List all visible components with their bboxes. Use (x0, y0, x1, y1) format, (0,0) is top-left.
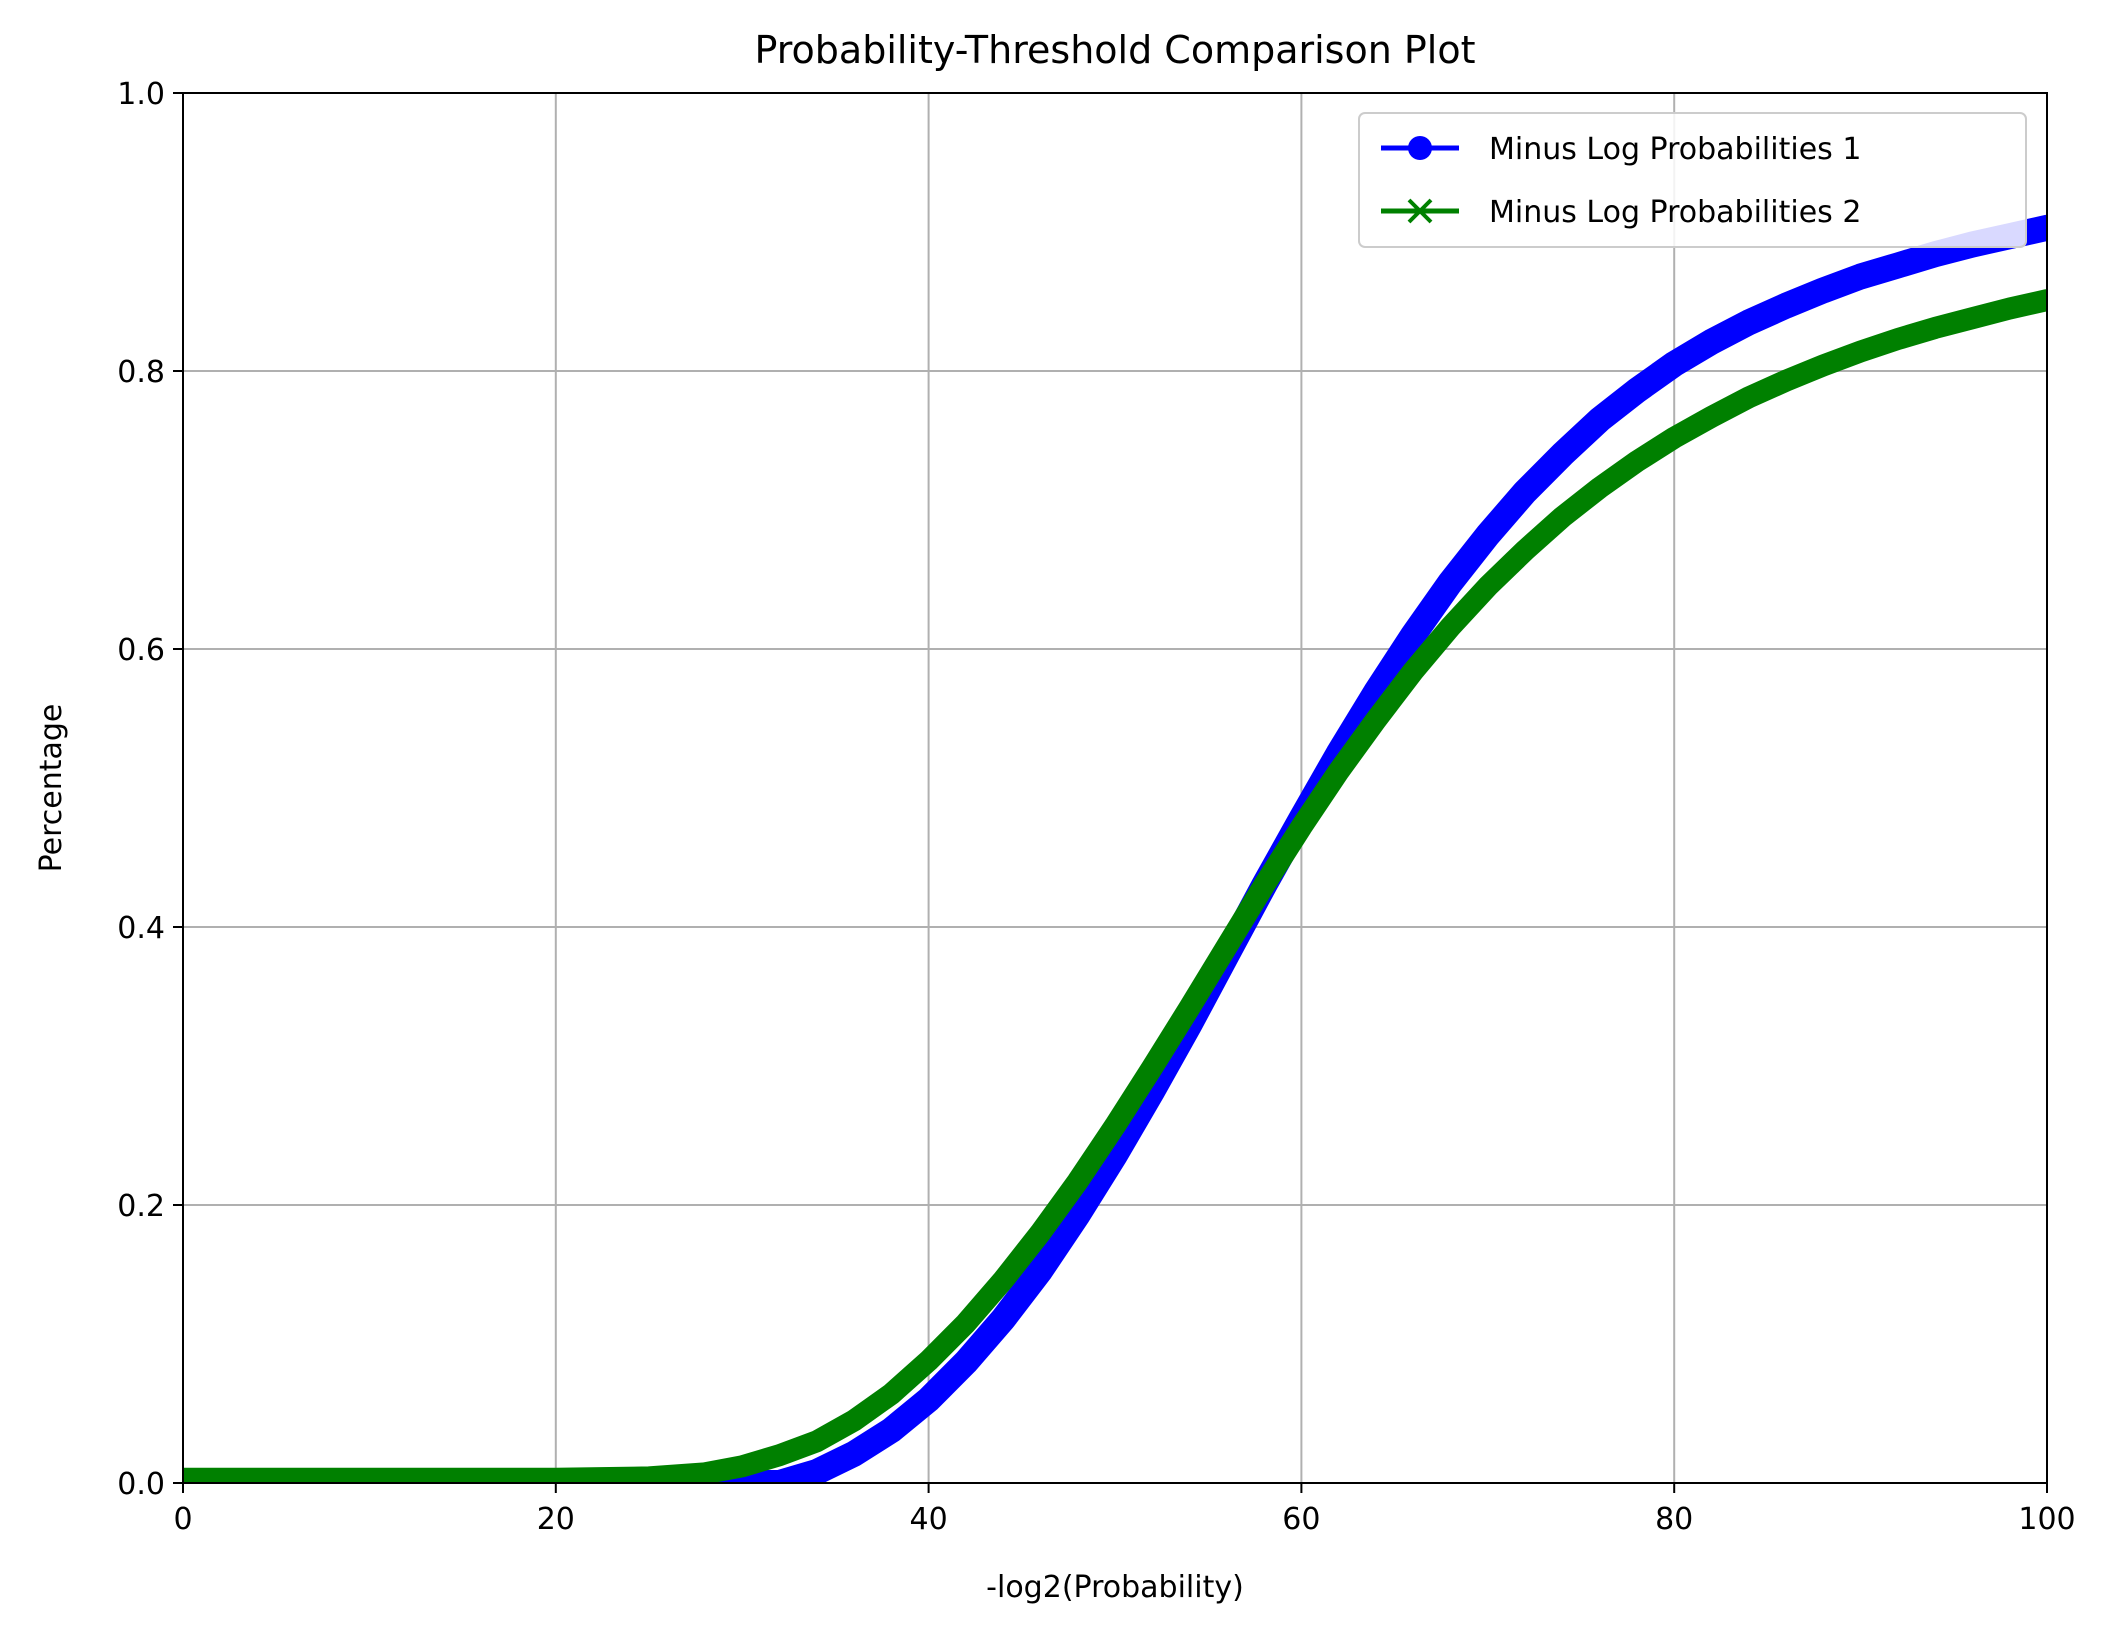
y-tick-label: 1.0 (117, 77, 165, 112)
legend-marker-2 (1407, 198, 1433, 224)
y-tick-label: 0.0 (117, 1467, 165, 1502)
legend-marker-stroke (1407, 198, 1433, 224)
y-tick-label: 0.6 (117, 633, 165, 668)
plot-series (183, 214, 2047, 1483)
y-tick-label: 0.2 (117, 1189, 165, 1224)
axis-ticks: 0 20 40 60 80 100 0.0 0.2 0.4 0.6 0.8 1.0 (117, 77, 2075, 1537)
x-tick-label: 60 (1282, 1502, 1320, 1537)
legend-label-2: Minus Log Probabilities 2 (1489, 195, 1861, 230)
legend-box (1358, 112, 2027, 248)
legend-label-1: Minus Log Probabilities 1 (1489, 132, 1861, 167)
y-tick-label: 0.4 (117, 911, 165, 946)
x-tick-label: 80 (1655, 1502, 1693, 1537)
chart-title: Probability-Threshold Comparison Plot (755, 28, 1476, 72)
series-line-2 (183, 289, 2047, 1483)
legend: Minus Log Probabilities 1 Minus Log Proba… (1358, 112, 2027, 248)
plot-frame (182, 92, 2048, 1484)
x-axis-label: -log2(Probability) (986, 1570, 1244, 1605)
y-tick-label: 0.8 (117, 355, 165, 390)
y-axis-label: Percentage (34, 704, 69, 873)
legend-marker-1 (1408, 136, 1432, 160)
x-tick-label: 100 (2018, 1502, 2075, 1537)
x-tick-label: 20 (537, 1502, 575, 1537)
grid (182, 92, 2048, 1484)
x-tick-label: 0 (173, 1502, 192, 1537)
x-tick-label: 40 (910, 1502, 948, 1537)
